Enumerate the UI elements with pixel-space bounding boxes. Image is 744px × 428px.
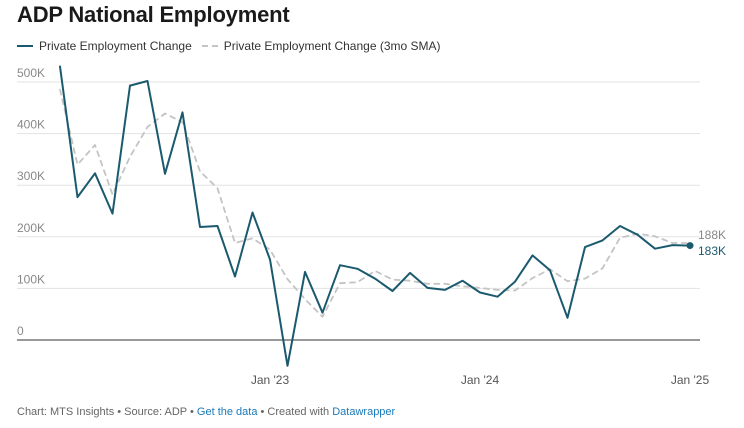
- get-data-link[interactable]: Get the data: [196, 406, 258, 418]
- end-label-private-employment: 183K: [698, 244, 726, 258]
- y-tick-label: 200K: [17, 221, 45, 235]
- end-label-sma: 188K: [698, 228, 726, 242]
- chart-legend: Private Employment Change Private Employ…: [17, 39, 451, 53]
- y-tick-label: 0: [17, 324, 24, 338]
- legend-swatch-solid: [17, 45, 33, 47]
- legend-swatch-dashed: [201, 45, 218, 47]
- chart-footer: Chart: MTS Insights • Source: ADP • Get …: [17, 406, 395, 418]
- y-tick-label: 100K: [17, 272, 45, 286]
- end-labels: 188K 183K: [698, 228, 726, 258]
- series-end-point: [686, 242, 694, 250]
- legend-label: Private Employment Change: [39, 39, 192, 53]
- legend-item-private-employment: Private Employment Change: [17, 39, 192, 53]
- legend-item-sma: Private Employment Change (3mo SMA): [201, 39, 441, 53]
- x-tick-label: Jan '24: [461, 373, 500, 387]
- footer-credit: Chart: MTS Insights • Source: ADP •: [17, 406, 197, 418]
- y-tick-label: 400K: [17, 118, 45, 132]
- series-line-sma: [59, 88, 691, 318]
- x-tick-label: Jan '23: [251, 373, 290, 387]
- footer-created-with: • Created with: [257, 406, 333, 418]
- x-axis: Jan '23 Jan '24 Jan '25: [251, 373, 710, 387]
- y-tick-label: 500K: [17, 66, 45, 80]
- series-line-private-employment: [59, 65, 691, 367]
- y-tick-label: 300K: [17, 169, 45, 183]
- datawrapper-link[interactable]: Datawrapper: [332, 406, 396, 418]
- legend-label: Private Employment Change (3mo SMA): [223, 39, 441, 53]
- grid: 0 100K 200K 300K 400K 500K: [17, 66, 700, 341]
- x-tick-label: Jan '25: [671, 373, 710, 387]
- series-lines: [59, 65, 694, 367]
- chart-title: ADP National Employment: [17, 2, 290, 27]
